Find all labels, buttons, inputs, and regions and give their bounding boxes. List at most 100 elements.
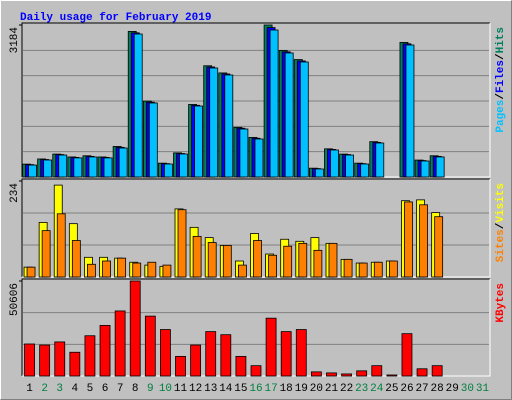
bar: [313, 249, 323, 278]
bar: [24, 343, 35, 377]
legend-entry: KBytes: [495, 283, 507, 323]
bar: [144, 315, 156, 377]
bar: [43, 159, 53, 178]
bar: [179, 153, 188, 178]
bar: [420, 160, 430, 178]
bar: [284, 52, 294, 178]
bar: [87, 263, 96, 278]
bar: [431, 365, 443, 377]
x-tick-label: 11: [174, 383, 188, 395]
bar: [405, 44, 415, 178]
bar: [56, 213, 66, 278]
bar: [69, 351, 81, 377]
bar: [343, 258, 353, 278]
bar: [28, 164, 37, 178]
bar: [269, 29, 279, 178]
x-tick-label: 5: [87, 383, 94, 395]
legend-entry: Visits: [495, 183, 507, 223]
bar: [102, 260, 111, 278]
bar: [41, 230, 51, 278]
bar: [310, 371, 322, 377]
bar: [298, 242, 308, 278]
bar: [84, 335, 96, 377]
bar: [375, 142, 385, 178]
x-tick-label: 29: [446, 383, 459, 395]
x-tick-label: 31: [476, 383, 490, 395]
bar: [356, 370, 368, 377]
bar: [147, 261, 157, 278]
bar: [265, 317, 277, 377]
bar: [133, 33, 143, 178]
x-tick-label: 13: [204, 383, 217, 395]
bar: [58, 154, 68, 178]
bar: [358, 262, 368, 278]
bar: [88, 156, 98, 178]
bar: [118, 147, 128, 178]
bar: [401, 333, 413, 377]
bar: [250, 365, 262, 377]
bar: [435, 156, 445, 178]
bar: [253, 240, 262, 278]
bar: [330, 149, 339, 178]
panel-bevel-dark: [21, 278, 490, 376]
x-tick-label: 9: [147, 383, 154, 395]
bar: [360, 163, 370, 178]
bar: [235, 355, 247, 377]
x-tick-label: 26: [400, 383, 413, 395]
x-tick-label: 30: [461, 383, 474, 395]
bar: [177, 209, 187, 278]
bar: [388, 260, 398, 278]
bar: [175, 355, 186, 377]
x-tick-label: 21: [325, 383, 339, 395]
x-tick-label: 3: [56, 383, 63, 395]
legend-separator: /: [495, 222, 507, 229]
x-tick-label: 15: [234, 383, 247, 395]
panel-bevel-dark: [21, 178, 490, 277]
bar: [103, 157, 113, 178]
bar: [224, 74, 234, 178]
x-tick-label: 12: [189, 383, 202, 395]
bar: [220, 334, 232, 377]
bar: [39, 344, 51, 377]
bar: [434, 216, 444, 278]
bar: [160, 329, 171, 377]
x-tick-label: 28: [431, 383, 444, 395]
x-tick-label: 17: [264, 383, 277, 395]
bar: [295, 329, 307, 377]
bar: [73, 157, 83, 178]
x-tick-label: 7: [117, 383, 124, 395]
bar: [280, 331, 292, 377]
x-tick-label: 14: [219, 383, 233, 395]
bar: [328, 242, 338, 278]
x-tick-label: 27: [415, 383, 428, 395]
bar: [268, 254, 277, 278]
x-tick-label: 8: [132, 383, 139, 395]
panel-bevel-dark: [21, 22, 490, 177]
bar: [71, 240, 81, 278]
bar: [416, 368, 428, 377]
bar: [254, 138, 264, 178]
bar: [222, 245, 232, 278]
bar: [209, 67, 219, 178]
bar: [373, 261, 383, 278]
bar: [132, 262, 142, 278]
bar: [164, 163, 173, 178]
x-tick-label: 6: [102, 383, 109, 395]
bar: [386, 374, 398, 377]
x-tick-label: 25: [385, 383, 398, 395]
x-tick-label: 16: [249, 383, 262, 395]
legend-entry: Pages: [495, 100, 507, 133]
bar: [238, 264, 247, 278]
x-tick-label: 22: [340, 383, 353, 395]
x-tick-label: 2: [41, 383, 48, 395]
bar: [283, 245, 293, 278]
bar: [207, 242, 217, 278]
bar: [371, 365, 383, 377]
bar: [299, 61, 309, 178]
bar: [190, 344, 202, 377]
bar: [345, 154, 354, 178]
chart-title: Daily usage for February 2019: [20, 12, 211, 24]
y-tick-label: 3184: [9, 27, 21, 54]
